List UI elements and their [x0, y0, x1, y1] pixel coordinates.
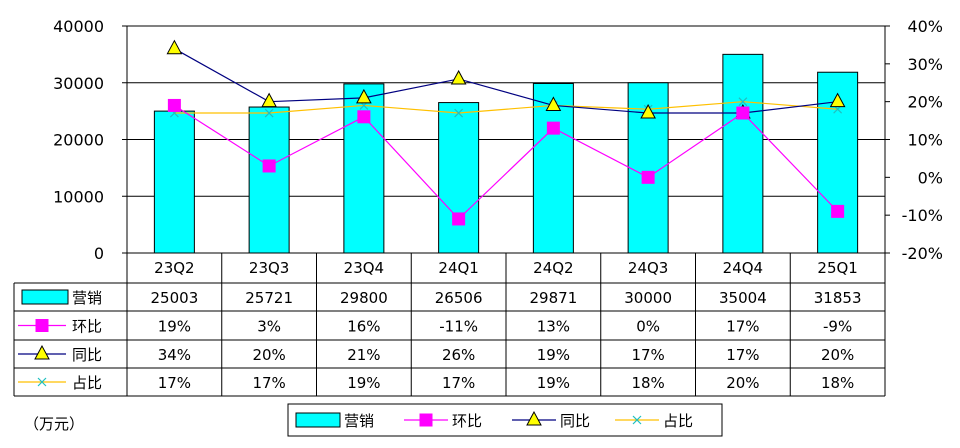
- line-marker: [454, 108, 464, 118]
- table-cell-value: 13%: [537, 318, 570, 336]
- line-marker: [738, 97, 748, 107]
- row-header-label: 占比: [72, 374, 102, 392]
- right-axis-tick-label: 30%: [907, 55, 943, 74]
- table-cell-value: 29800: [340, 289, 388, 307]
- line-marker: [640, 103, 656, 119]
- line-marker: [264, 108, 274, 118]
- line-marker: [167, 98, 181, 112]
- line-marker: [261, 92, 277, 108]
- table-cell-value: 25003: [151, 289, 199, 307]
- row-header-label: 同比: [72, 346, 102, 364]
- right-axis-tick-label: 40%: [907, 17, 943, 36]
- table-cell-value: 18%: [631, 374, 664, 392]
- x-category-label: 24Q1: [438, 259, 478, 277]
- legend-label: 占比: [663, 412, 693, 430]
- right-axis-tick-label: 10%: [907, 131, 943, 150]
- left-axis-tick-label: 40000: [53, 17, 104, 36]
- line-marker: [166, 39, 183, 55]
- x-category-label: 23Q3: [249, 259, 289, 277]
- line-marker: [545, 96, 562, 111]
- line-marker: [419, 413, 433, 427]
- table-cell-value: 16%: [347, 318, 380, 336]
- line-marker: [829, 92, 846, 108]
- table-cell-value: 19%: [537, 374, 570, 392]
- left-axis-tick-label: 0: [94, 244, 104, 263]
- table-cell-value: 18%: [821, 374, 854, 392]
- table-cell-value: 17%: [252, 374, 285, 392]
- table-cell-value: 26%: [442, 346, 475, 364]
- bar: [153, 110, 195, 254]
- table-cell-value: 19%: [537, 346, 570, 364]
- line-marker: [357, 110, 371, 124]
- line-marker: [526, 410, 542, 426]
- row-header-label: 环比: [72, 318, 102, 336]
- table-cell-value: 20%: [252, 346, 285, 364]
- table-cell-value: 31853: [814, 289, 862, 307]
- table-cell-value: 29871: [530, 289, 578, 307]
- table-cell-value: -9%: [823, 318, 852, 336]
- line-marker: [546, 121, 560, 135]
- line-marker: [450, 69, 467, 85]
- right-axis-tick-label: 20%: [907, 93, 943, 112]
- table-cell-value: 25721: [245, 289, 293, 307]
- x-category-label: 23Q4: [344, 259, 384, 277]
- line-marker: [35, 319, 49, 332]
- table-cell-value: 20%: [821, 346, 854, 364]
- table-cell-value: 17%: [442, 374, 475, 392]
- line-marker: [37, 377, 47, 387]
- bar: [438, 102, 480, 254]
- table-cell-value: 19%: [347, 374, 380, 392]
- line-marker: [632, 415, 642, 425]
- unit-label: （万元）: [24, 415, 85, 433]
- x-category-label: 23Q2: [154, 259, 194, 277]
- table-cell-value: 26506: [435, 289, 483, 307]
- bar: [532, 82, 574, 254]
- line-marker: [34, 344, 50, 360]
- legend-label: 同比: [560, 412, 590, 430]
- series-line: [174, 48, 838, 114]
- left-axis-tick-label: 10000: [53, 187, 104, 206]
- table-cell-value: 30000: [624, 289, 672, 307]
- row-key-swatch: [21, 289, 69, 305]
- table-cell-value: 20%: [726, 374, 759, 392]
- x-category-label: 24Q4: [723, 259, 763, 277]
- x-category-label: 25Q1: [817, 259, 857, 277]
- bar: [722, 53, 764, 254]
- table-cell-value: 21%: [347, 346, 380, 364]
- series-line: [174, 104, 839, 220]
- legend-label: 营销: [344, 412, 374, 430]
- right-axis-tick-label: 0%: [918, 168, 943, 187]
- table-cell-value: 3%: [257, 318, 281, 336]
- line-marker: [356, 88, 372, 104]
- table-cell-value: 19%: [158, 318, 191, 336]
- series-line: [174, 101, 838, 114]
- table-cell-value: 17%: [158, 374, 191, 392]
- table-cell-value: 17%: [726, 346, 759, 364]
- table-cell-value: 0%: [636, 318, 660, 336]
- right-axis-tick-label: -20%: [902, 244, 943, 263]
- legend-swatch: [295, 412, 341, 428]
- bar: [248, 106, 290, 254]
- line-marker: [641, 170, 655, 184]
- legend-label: 环比: [452, 412, 482, 430]
- table-cell-value: 35004: [719, 289, 767, 307]
- left-axis-tick-label: 30000: [53, 74, 104, 93]
- right-axis-tick-label: -10%: [902, 206, 943, 225]
- line-marker: [831, 204, 845, 218]
- row-header-label: 营销: [72, 289, 102, 307]
- bar: [343, 83, 385, 254]
- x-category-label: 24Q3: [628, 259, 668, 277]
- table-cell-value: 17%: [726, 318, 759, 336]
- table-cell-value: 34%: [158, 346, 191, 364]
- line-marker: [262, 159, 276, 173]
- line-marker: [736, 106, 750, 120]
- line-marker: [452, 212, 466, 226]
- table-cell-value: -11%: [439, 318, 478, 336]
- left-axis-tick-label: 20000: [53, 131, 104, 150]
- table-cell-value: 17%: [631, 346, 664, 364]
- x-category-label: 24Q2: [533, 259, 573, 277]
